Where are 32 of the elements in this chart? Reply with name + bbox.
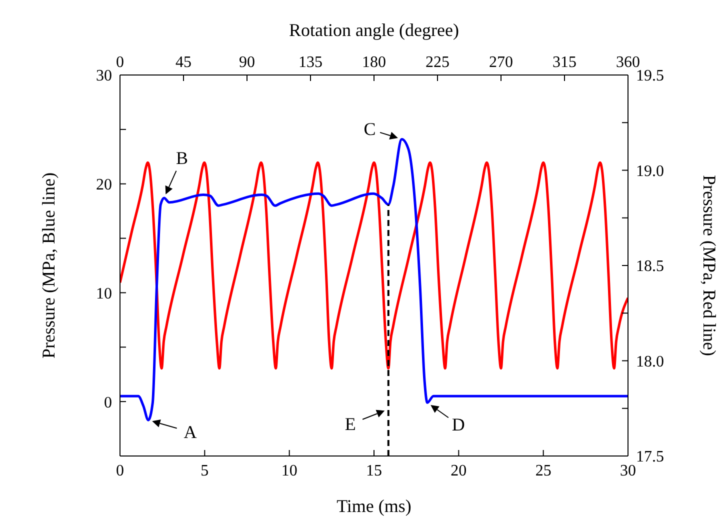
x2-tick-label: 315 <box>552 54 576 71</box>
x2-tick-label: 180 <box>362 54 386 71</box>
y2-axis-title: Pressure (MPa, Red line) <box>700 175 720 356</box>
x-tick-label: 10 <box>281 462 298 480</box>
annotation: A <box>184 422 197 442</box>
x2-tick-label: 90 <box>239 54 255 71</box>
x-tick-label: 15 <box>366 462 382 480</box>
x-tick-label: 20 <box>450 462 467 480</box>
x2-tick-label: 45 <box>176 54 192 71</box>
y2-tick-label: 18.5 <box>636 258 664 276</box>
y-tick-label: 0 <box>104 394 112 412</box>
y2-tick-label: 19.0 <box>636 162 664 180</box>
annotation: C <box>364 119 376 140</box>
x2-tick-label: 135 <box>298 54 322 71</box>
x-axis-title: Time (ms) <box>336 496 412 516</box>
x2-axis-title: Rotation angle (degree) <box>289 20 459 40</box>
y-tick-label: 30 <box>96 68 112 85</box>
x2-tick-label: 270 <box>489 54 513 71</box>
annotation: D <box>452 414 465 435</box>
y-tick-label: 20 <box>96 176 112 194</box>
x-tick-label: 30 <box>620 462 636 480</box>
y-tick-label: 10 <box>96 285 112 302</box>
y2-tick-label: 18.0 <box>636 353 664 370</box>
annotation: B <box>176 148 188 168</box>
annotation: E <box>344 414 356 434</box>
x-tick-label: 0 <box>116 462 124 480</box>
x-tick-label: 25 <box>535 462 552 480</box>
y-axis-title: Pressure (MPa, Blue line) <box>38 172 58 358</box>
x-tick-label: 5 <box>200 462 209 480</box>
x2-tick-label: 0 <box>116 54 124 71</box>
x2-tick-label: 225 <box>426 54 450 71</box>
y2-tick-label: 17.5 <box>636 448 664 466</box>
